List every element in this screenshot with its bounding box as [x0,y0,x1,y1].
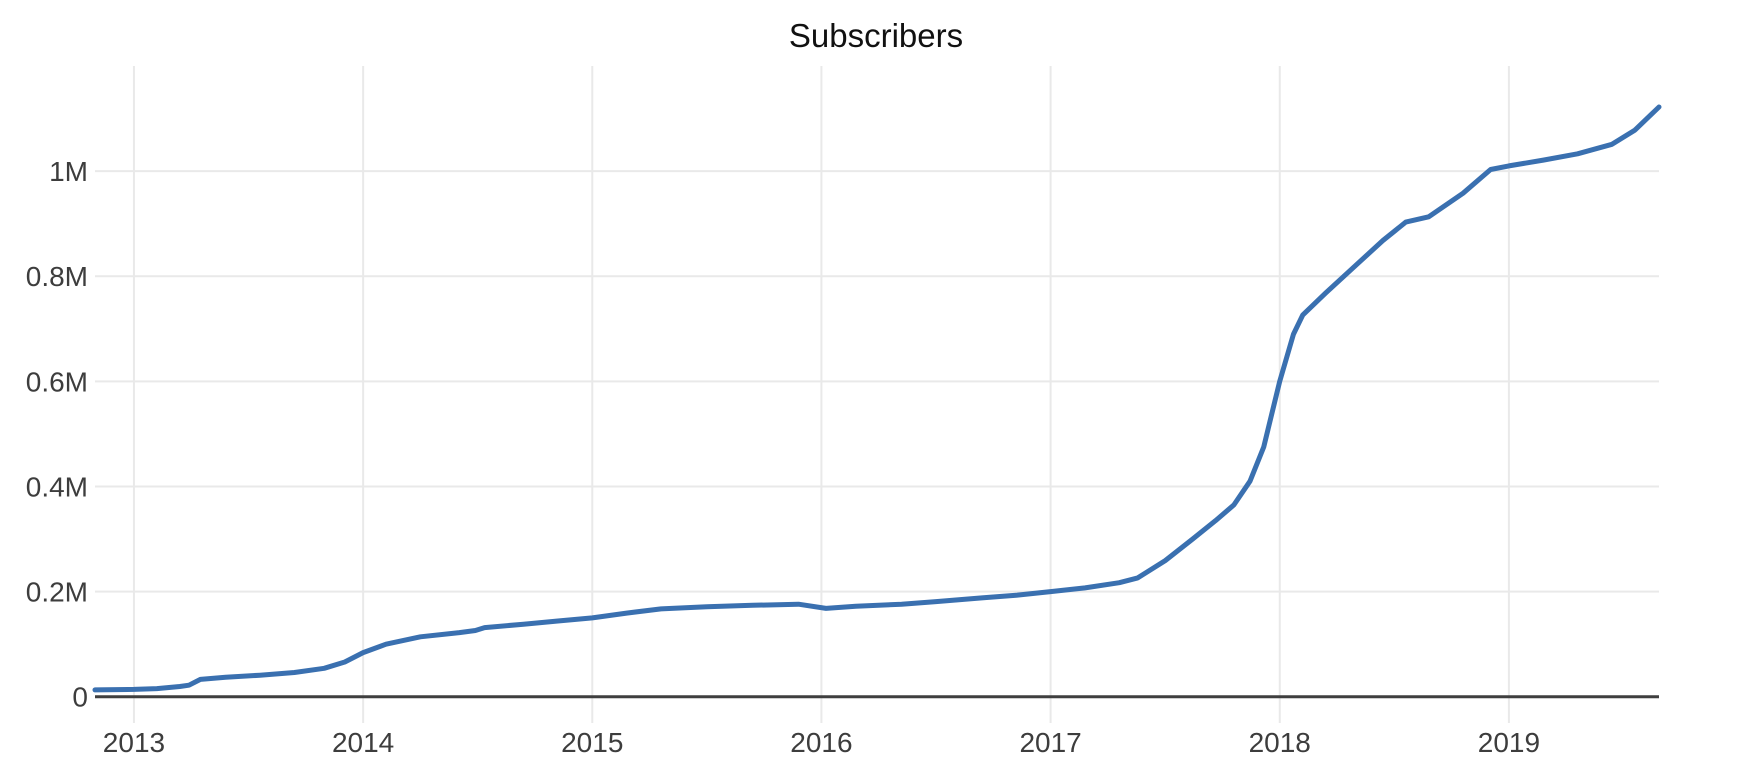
x-tick-labels: 2013 2014 2015 2016 2017 2018 2019 [103,727,1540,758]
y-tick-label: 0.2M [26,577,88,608]
y-tick-labels: 0 0.2M 0.4M 0.6M 0.8M 1M [26,156,88,713]
x-tick-label: 2017 [1019,727,1081,758]
x-tick-label: 2018 [1249,727,1311,758]
subscribers-series-line[interactable] [92,104,1662,693]
y-tick-label: 0.4M [26,471,88,502]
x-tick-label: 2013 [103,727,165,758]
x-tick-label: 2016 [790,727,852,758]
x-tick-label: 2019 [1478,727,1540,758]
y-gridlines [95,170,1659,593]
y-tick-label: 1M [49,156,88,187]
plot-area[interactable] [95,66,1659,723]
chart-title: Subscribers [789,17,963,54]
y-tick-label: 0.8M [26,261,88,292]
x-tick-label: 2014 [332,727,394,758]
x-tick-label: 2015 [561,727,623,758]
x-gridlines [132,66,1510,723]
y-tick-label: 0 [72,682,88,713]
y-tick-label: 0.6M [26,366,88,397]
